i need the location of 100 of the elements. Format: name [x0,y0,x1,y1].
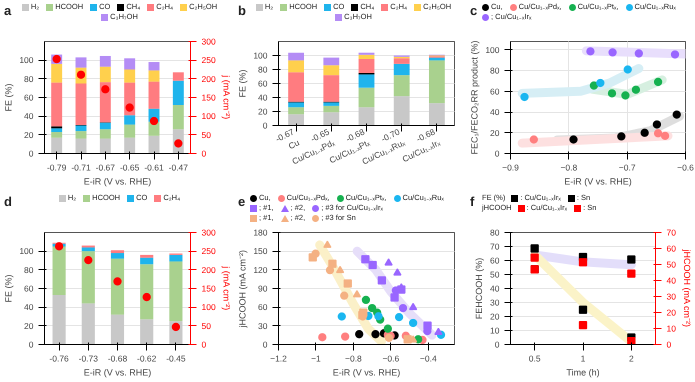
y-tick-label: 80 [24,74,34,84]
y2-tick-label: 30 [666,292,676,302]
x-tick-label: -0.79 [46,162,67,172]
y-tick-label: 20 [490,312,500,322]
y2-tick-label: 50 [202,130,212,140]
y-tick-label: 20 [24,320,34,331]
y-tick-label: 20 [24,130,34,140]
x-tick-label: −0.9 [502,162,520,172]
y-axis-title: FE (%) [237,70,248,98]
y-tick-label: 0 [494,148,500,158]
y-tick-label: 0 [28,148,34,158]
x-tick-label: −0.8 [560,162,578,172]
y2-tick-label: 10 [666,324,676,334]
y2-tick-label: 250 [202,246,216,256]
x-axis-title: Time (h) [566,368,600,378]
y2-tick-label: 60 [666,244,676,254]
x-tick-label: −0.4 [420,354,437,364]
x-tick-label: 0.5 [528,354,541,364]
x-tick-label: -0.62 [137,354,157,364]
y-tick-label: 0 [262,340,268,350]
x-tick-label: −0.8 [345,354,362,364]
y-axis-title: FEC₁/FECO₂RR product (%) [469,40,480,155]
y-tick-label: 40 [258,92,268,102]
y-tick-label: 80 [24,264,34,275]
x-axis-title: E-iR (V vs. RHE) [564,176,632,186]
y-tick-label: 80 [490,66,500,76]
y2-tick-label: 250 [202,55,216,66]
y2-axis-title: j (mA cm⁻²) [222,265,232,310]
y-tick-label: 60 [490,256,500,266]
y2-tick-label: 70 [666,228,676,238]
y-tick-label: 60 [258,78,268,88]
y2-tick-label: 40 [666,276,676,286]
x-axis-title: E-iR (V vs. RHE) [332,368,400,378]
y2-axis-title: jHCOOH (mA cm⁻²) [682,248,692,328]
y-tick-label: 180 [253,228,268,238]
y-axis-title: FE (%) [3,84,14,112]
y2-axis-title: j (mA cm⁻²) [222,74,232,120]
y-tick-label: 60 [24,92,34,102]
x-tick-label: −0.6 [382,354,400,364]
y2-tick-label: 150 [202,284,216,294]
x-tick-label: 1 [580,354,586,364]
chart-title: e [238,193,246,211]
x-tick-label: -0.47 [168,162,188,172]
x-tick-label: -0.67 [96,162,116,172]
y-tick-label: 90 [258,284,268,294]
x-tick-label: -0.65 [120,162,140,172]
y2-tick-label: 100 [202,302,216,312]
x-tick-label: -0.71 [71,162,91,172]
chart-title: a [4,2,12,20]
y-tick-label: 80 [490,228,500,238]
x-axis-title: E-iR (V vs. RHE) [84,176,152,186]
y-tick-label: 0 [28,340,34,350]
y-tick-label: 20 [258,106,268,116]
y2-tick-label: 200 [202,74,216,84]
y2-tick-label: 0 [666,340,672,350]
y-tick-label: 100 [19,55,34,66]
chart-title: c [470,2,478,20]
x-tick-label: −1.2 [270,354,288,364]
x-tick-label: 2 [628,354,634,364]
x-axis-title: E-iR (V vs. RHE) [84,368,152,378]
y-tick-label: 100 [253,50,268,60]
y-tick-label: 50 [490,270,500,280]
y2-tick-label: 50 [666,260,676,270]
y-tick-label: 0 [262,120,268,130]
x-tick-label: -0.61 [144,162,164,172]
y-tick-label: 60 [490,86,500,96]
y-tick-label: 120 [253,264,268,275]
y-tick-label: 60 [24,284,34,294]
y-tick-label: 40 [490,284,500,294]
y2-tick-label: 20 [666,308,676,318]
chart-title: b [238,2,246,20]
y-tick-label: 70 [490,242,500,252]
x-tick-label: −1 [311,354,322,364]
y-tick-label: 10 [490,326,500,336]
y-tick-label: 100 [19,246,34,256]
y2-tick-label: 150 [202,92,216,102]
y2-tick-label: 100 [202,111,216,122]
y-tick-label: 30 [258,320,268,331]
y-tick-label: 30 [490,298,500,308]
y-tick-label: 40 [24,302,34,312]
y-axis-title: FE (%) [3,274,14,302]
y2-tick-label: 0 [202,148,206,158]
x-tick-label: −0.6 [677,162,694,172]
x-tick-label: −0.7 [618,162,636,172]
y-tick-label: 80 [258,64,268,74]
y-tick-label: 40 [490,107,500,118]
x-tick-label: -0.73 [78,354,98,364]
x-tick-label: -0.76 [49,354,70,364]
y-tick-label: 20 [490,128,500,138]
y-axis-title: FEHCOOH (%) [474,258,484,320]
chart-title: f [470,193,474,211]
y-tick-label: 150 [253,246,268,256]
y-tick-label: 0 [494,340,500,350]
y-tick-label: 60 [258,302,268,312]
y-tick-label: 40 [24,111,34,122]
x-tick-label: -0.68 [108,354,128,364]
y2-tick-label: 300 [202,36,216,46]
y2-tick-label: 200 [202,264,216,275]
y-axis-title: jHCOOH (mA cm⁻²) [237,250,248,328]
y2-tick-label: 300 [202,228,216,238]
